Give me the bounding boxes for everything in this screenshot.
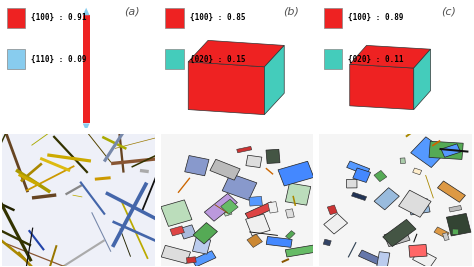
Polygon shape: [324, 214, 347, 234]
Polygon shape: [170, 226, 184, 236]
Text: (b): (b): [283, 6, 299, 17]
Polygon shape: [193, 223, 218, 244]
Polygon shape: [452, 229, 458, 235]
Polygon shape: [346, 179, 357, 188]
Polygon shape: [352, 192, 366, 201]
Polygon shape: [412, 249, 437, 267]
Text: {110} : 0.09: {110} : 0.09: [31, 55, 87, 64]
Polygon shape: [285, 209, 294, 218]
Polygon shape: [350, 64, 414, 109]
Polygon shape: [434, 227, 449, 238]
Polygon shape: [441, 144, 461, 157]
Polygon shape: [376, 252, 390, 267]
Polygon shape: [408, 199, 430, 215]
Bar: [165, 8, 183, 28]
Bar: [324, 8, 342, 28]
Polygon shape: [285, 245, 315, 257]
Polygon shape: [192, 237, 211, 254]
Polygon shape: [429, 141, 463, 159]
Polygon shape: [221, 199, 238, 214]
Polygon shape: [374, 170, 387, 182]
Polygon shape: [222, 174, 257, 200]
Polygon shape: [353, 168, 371, 182]
Polygon shape: [438, 181, 465, 202]
Polygon shape: [210, 159, 240, 180]
Polygon shape: [400, 158, 405, 164]
Polygon shape: [383, 219, 416, 247]
Polygon shape: [285, 183, 311, 205]
Polygon shape: [328, 205, 337, 215]
Text: {100} : 0.91: {100} : 0.91: [31, 13, 87, 22]
Polygon shape: [443, 233, 449, 241]
Polygon shape: [399, 190, 431, 217]
Polygon shape: [83, 8, 90, 15]
Polygon shape: [186, 257, 196, 263]
Polygon shape: [413, 168, 422, 175]
Bar: [165, 49, 183, 69]
Polygon shape: [180, 225, 196, 239]
Polygon shape: [374, 188, 399, 210]
Polygon shape: [266, 237, 292, 248]
Polygon shape: [245, 202, 275, 220]
Polygon shape: [323, 239, 331, 246]
Text: {020} : 0.15: {020} : 0.15: [190, 55, 245, 64]
Text: {100} : 0.89: {100} : 0.89: [348, 13, 404, 22]
Polygon shape: [384, 229, 410, 247]
Polygon shape: [161, 245, 191, 264]
Polygon shape: [161, 200, 192, 226]
Bar: [83, 15, 90, 123]
Polygon shape: [185, 156, 209, 176]
Polygon shape: [358, 250, 381, 265]
Polygon shape: [266, 149, 280, 163]
Polygon shape: [449, 205, 462, 212]
Polygon shape: [264, 45, 284, 115]
Polygon shape: [246, 155, 262, 168]
Polygon shape: [188, 40, 284, 67]
Polygon shape: [188, 62, 264, 115]
Polygon shape: [237, 146, 252, 153]
Text: {100} : 0.85: {100} : 0.85: [190, 13, 245, 22]
Polygon shape: [414, 49, 430, 109]
Polygon shape: [350, 45, 430, 68]
Polygon shape: [410, 137, 447, 167]
Polygon shape: [268, 202, 278, 213]
Text: {020} : 0.11: {020} : 0.11: [348, 55, 404, 64]
Polygon shape: [204, 194, 237, 221]
Polygon shape: [247, 234, 263, 248]
Polygon shape: [278, 161, 314, 186]
Polygon shape: [246, 214, 270, 235]
Polygon shape: [192, 251, 216, 267]
Text: (c): (c): [441, 6, 456, 17]
Polygon shape: [447, 213, 471, 236]
Polygon shape: [83, 123, 90, 131]
Bar: [7, 8, 25, 28]
Bar: [324, 49, 342, 69]
Text: (a): (a): [124, 6, 140, 17]
Polygon shape: [409, 245, 427, 257]
Polygon shape: [285, 231, 295, 239]
Polygon shape: [249, 197, 262, 206]
Polygon shape: [346, 161, 370, 175]
Bar: [7, 49, 25, 69]
Polygon shape: [224, 211, 232, 216]
